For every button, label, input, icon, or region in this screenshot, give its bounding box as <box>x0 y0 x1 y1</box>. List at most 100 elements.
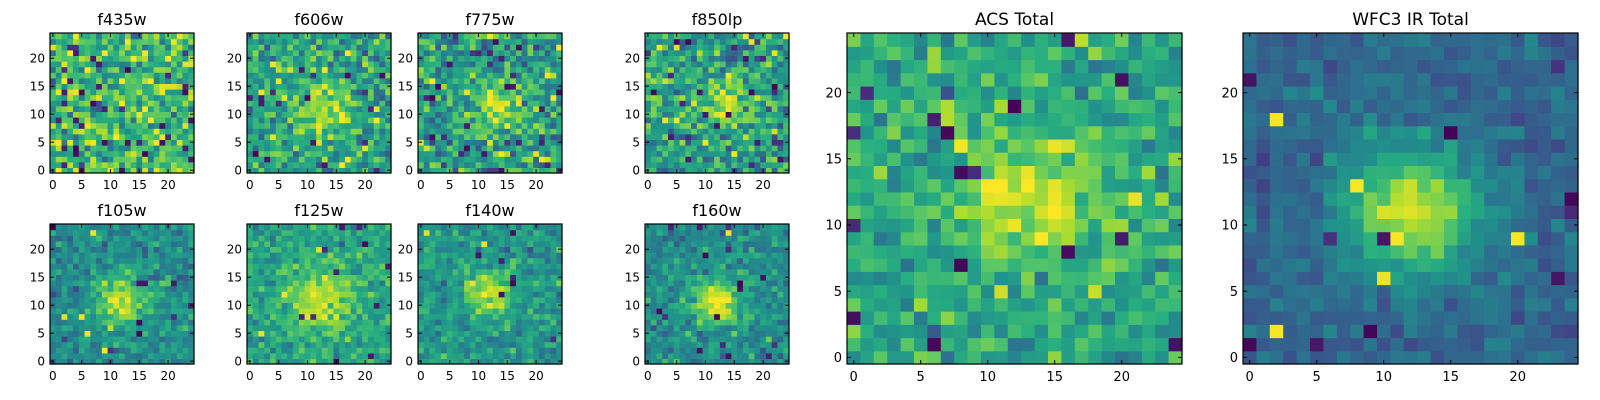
heatmap-cell <box>96 156 103 163</box>
heatmap-cell <box>165 229 172 236</box>
heatmap-cell <box>78 308 86 315</box>
heatmap-cell <box>748 61 756 68</box>
heatmap-cell <box>679 274 686 281</box>
heatmap-cell <box>96 83 103 90</box>
heatmap-cell <box>504 133 511 140</box>
heatmap-cell <box>356 263 363 270</box>
heatmap-cell <box>725 352 732 359</box>
heatmap-cell <box>293 302 300 309</box>
heatmap-cell <box>691 358 698 365</box>
heatmap-cell <box>679 117 686 124</box>
heatmap-cell <box>385 133 392 140</box>
heatmap-cell <box>136 257 143 264</box>
heatmap-cell <box>96 240 103 247</box>
heatmap-cell <box>304 240 311 247</box>
heatmap-cell <box>379 263 386 270</box>
heatmap-cell <box>165 252 172 259</box>
heatmap-cell <box>650 336 658 343</box>
heatmap-cell <box>731 156 738 163</box>
heatmap-cell <box>298 358 306 365</box>
heatmap-cell <box>452 94 459 101</box>
heatmap-cell <box>270 117 277 124</box>
heatmap-cell <box>119 296 126 303</box>
heatmap-cell <box>379 111 386 118</box>
heatmap-cell <box>136 246 143 253</box>
heatmap-cell <box>510 341 517 348</box>
heatmap-cell <box>452 139 459 146</box>
heatmap-cell <box>423 55 431 62</box>
heatmap-cell <box>481 117 488 124</box>
heatmap-cell <box>521 246 529 253</box>
heatmap-cell <box>367 274 375 281</box>
heatmap-cell <box>521 150 529 157</box>
heatmap-cell <box>510 263 517 270</box>
heatmap-cell <box>159 296 166 303</box>
heatmap-cell <box>429 117 436 124</box>
heatmap-cell <box>708 83 715 90</box>
heatmap-cell <box>650 274 658 281</box>
heatmap-cell <box>719 111 727 118</box>
heatmap-cell <box>339 229 346 236</box>
heatmap-cell <box>367 240 375 247</box>
heatmap-cell <box>101 224 109 231</box>
heatmap-cell <box>452 330 459 337</box>
heatmap-cell <box>708 347 715 354</box>
heatmap-cell <box>685 324 692 331</box>
heatmap-cell <box>719 117 727 124</box>
heatmap-cell <box>344 324 352 331</box>
heatmap-cell <box>176 308 184 315</box>
heatmap-cell <box>130 291 137 298</box>
heatmap-cell <box>464 268 471 275</box>
heatmap-cell <box>344 291 352 298</box>
heatmap-cell <box>650 94 658 101</box>
heatmap-cell <box>464 257 471 264</box>
heatmap-cell <box>73 117 80 124</box>
heatmap-cell <box>544 66 552 73</box>
heatmap-cell <box>441 291 448 298</box>
heatmap-cell <box>441 89 448 96</box>
heatmap-cell <box>550 252 557 259</box>
heatmap-cell <box>298 280 306 287</box>
heatmap-cell <box>719 38 727 45</box>
heatmap-cell <box>504 302 511 309</box>
heatmap-cell <box>142 38 149 45</box>
heatmap-cell <box>136 274 143 281</box>
heatmap-cell <box>429 352 436 359</box>
heatmap-cell <box>170 229 178 236</box>
heatmap-cell <box>304 324 311 331</box>
heatmap-cell <box>298 55 306 62</box>
heatmap-cell <box>469 291 477 298</box>
heatmap-cell <box>344 105 352 112</box>
heatmap-cell <box>760 302 767 309</box>
heatmap-cell <box>333 128 340 135</box>
heatmap-cell <box>662 341 669 348</box>
heatmap-cell <box>327 235 334 242</box>
heatmap-cell <box>379 330 386 337</box>
heatmap-cell <box>147 117 155 124</box>
heatmap-cell <box>73 358 80 365</box>
heatmap-cell <box>469 257 477 264</box>
heatmap-cell <box>344 61 352 68</box>
heatmap-cell <box>101 229 109 236</box>
heatmap-cell <box>538 83 546 90</box>
heatmap-cell <box>527 105 534 112</box>
heatmap-cell <box>136 61 143 68</box>
heatmap-cell <box>356 77 363 84</box>
heatmap-cell <box>754 100 761 107</box>
heatmap-cell <box>731 347 738 354</box>
heatmap-cell <box>182 319 189 326</box>
heatmap-cell <box>446 280 454 287</box>
heatmap-cell <box>481 252 488 259</box>
heatmap-cell <box>777 44 784 51</box>
heatmap-cell <box>84 77 91 84</box>
heatmap-cell <box>464 240 471 247</box>
heatmap-cell <box>544 100 552 107</box>
heatmap-cell <box>441 313 448 320</box>
heatmap-cell <box>165 49 172 56</box>
heatmap-cell <box>742 330 750 337</box>
heatmap-cell <box>321 38 329 45</box>
heatmap-cell <box>159 44 166 51</box>
heatmap-cell <box>650 72 658 79</box>
heatmap-cell <box>754 105 761 112</box>
heatmap-cell <box>142 235 149 242</box>
